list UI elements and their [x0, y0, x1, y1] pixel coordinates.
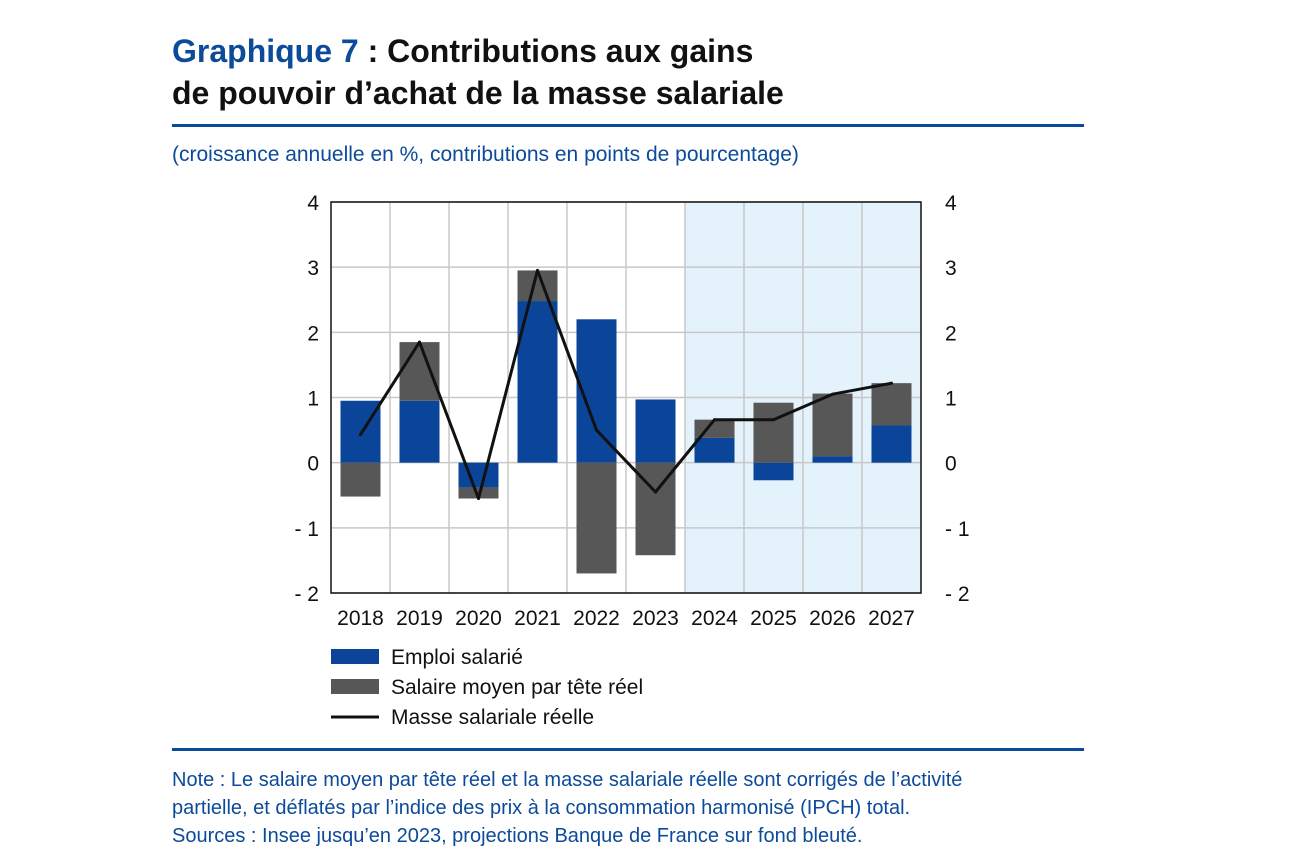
chart-number-label: Graphique 7 [172, 33, 359, 69]
masse-point-2019 [418, 340, 421, 344]
bar-salaire-2018 [340, 462, 381, 497]
masse-point-2025 [772, 418, 775, 422]
chart-title-line1: : Contributions aux gains [358, 33, 754, 69]
legend: Emploi salarié Salaire moyen par tête rée… [331, 646, 643, 729]
y-tick-right: - 2 [945, 583, 970, 606]
masse-salariale-line [359, 268, 892, 500]
masse-line-layer [359, 268, 893, 501]
bar-salaire-2026 [812, 393, 853, 457]
y-tick-left: 4 [307, 192, 319, 215]
y-tick-left: - 2 [294, 583, 319, 606]
masse-point-2027 [890, 381, 893, 385]
y-tick-right: 1 [945, 388, 957, 411]
x-tick-2018: 2018 [337, 607, 384, 630]
bar-emploi-2026 [812, 456, 853, 463]
chart-title-line2: de pouvoir d’achat de la masse salariale [172, 75, 784, 111]
y-tick-left: 1 [307, 388, 319, 411]
note-line-1: Note : Le salaire moyen par tête réel et… [172, 769, 963, 791]
y-tick-left: 2 [307, 322, 319, 345]
plot-frame [330, 201, 922, 594]
legend-label-masse: Masse salariale réelle [391, 706, 594, 729]
bars [340, 270, 912, 574]
y-tick-right: 4 [945, 192, 957, 215]
x-tick-2022: 2022 [573, 607, 620, 630]
top-divider [172, 124, 1084, 127]
y-tick-right: 3 [945, 257, 957, 280]
tick-labels: 4 4 3 3 2 2 1 1 0 0 - 1 - 1 - 2 - 2 2018 2019 2020 2021 20… [294, 192, 969, 630]
y-tick-left: 3 [307, 257, 319, 280]
masse-point-2018 [359, 433, 362, 437]
bottom-divider [172, 748, 1084, 751]
x-tick-2021: 2021 [514, 607, 561, 630]
chart-subtitle: (croissance annuelle en %, contributions… [172, 143, 799, 166]
bar-salaire-2025 [753, 402, 794, 463]
masse-point-2024 [713, 418, 716, 422]
legend-label-salaire: Salaire moyen par tête réel [391, 676, 643, 699]
y-tick-right: 0 [945, 453, 957, 476]
masse-point-2021 [536, 268, 539, 272]
x-tick-2026: 2026 [809, 607, 856, 630]
x-tick-2020: 2020 [455, 607, 502, 630]
x-tick-2024: 2024 [691, 607, 738, 630]
x-tick-2019: 2019 [396, 607, 443, 630]
y-tick-right: - 1 [945, 518, 970, 541]
note-line-3: Sources : Insee jusqu’en 2023, projectio… [172, 825, 863, 847]
x-tick-2025: 2025 [750, 607, 797, 630]
legend-swatch-salaire [331, 679, 379, 694]
legend-swatch-emploi [331, 649, 379, 664]
y-tick-right: 2 [945, 322, 957, 345]
bar-emploi-2021 [517, 301, 558, 463]
chart-notes: Note : Le salaire moyen par tête réel et… [172, 766, 1112, 850]
y-tick-left: - 1 [294, 518, 319, 541]
bar-emploi-2019 [399, 400, 440, 463]
masse-point-2026 [831, 392, 834, 396]
bar-emploi-2025 [753, 462, 794, 481]
masse-point-2020 [477, 497, 480, 501]
plot-border [330, 201, 922, 594]
x-tick-2023: 2023 [632, 607, 679, 630]
chart-title: Graphique 7 : Contributions aux gains de… [172, 30, 1072, 114]
bar-emploi-2027 [871, 425, 912, 463]
bar-salaire-2027 [871, 383, 912, 426]
bar-salaire-2019 [399, 342, 440, 401]
bar-salaire-2022 [576, 462, 617, 574]
note-line-2: partielle, et déflatés par l’indice des … [172, 797, 911, 819]
y-tick-left: 0 [307, 453, 319, 476]
masse-point-2023 [654, 490, 657, 494]
bar-emploi-2023 [635, 399, 676, 463]
legend-label-emploi: Emploi salarié [391, 646, 523, 669]
x-tick-2027: 2027 [868, 607, 915, 630]
bar-emploi-2020 [458, 462, 499, 488]
bar-emploi-2024 [694, 437, 735, 463]
masse-point-2022 [595, 428, 598, 432]
